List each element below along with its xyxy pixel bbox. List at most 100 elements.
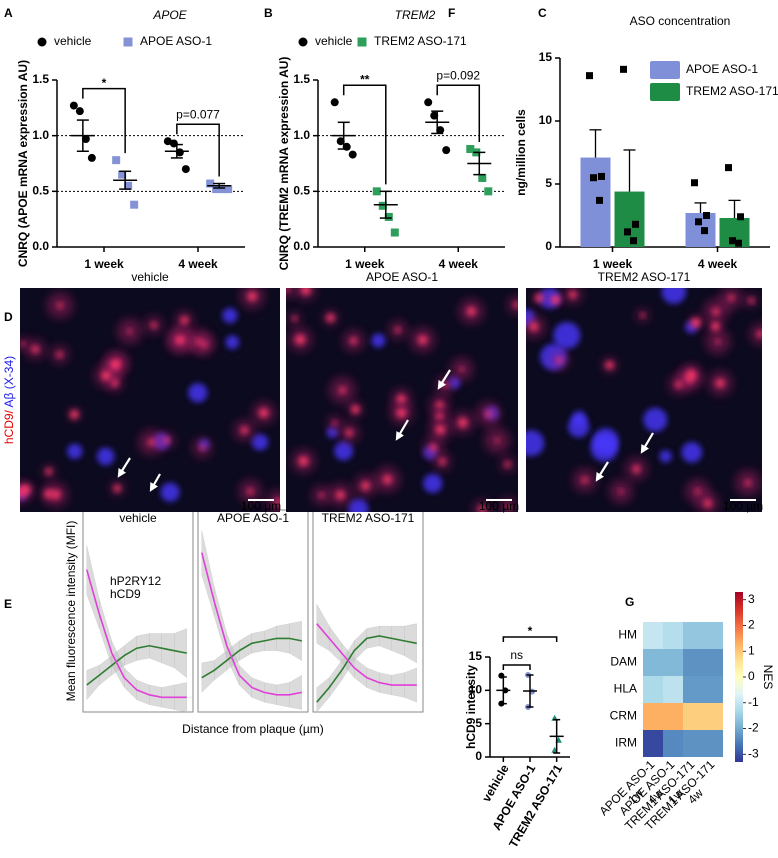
microglia xyxy=(56,351,63,358)
heatmap-cell xyxy=(663,676,683,703)
plaque xyxy=(225,335,240,350)
panel-letter: A xyxy=(4,6,13,20)
microglia xyxy=(505,504,511,509)
data-point xyxy=(590,174,597,182)
microglia xyxy=(748,297,755,304)
chart-title: TREM2 xyxy=(395,8,436,22)
colorbar-tick-label: 1 xyxy=(748,643,755,657)
microglia xyxy=(712,307,720,315)
data-point xyxy=(725,164,732,172)
microglia xyxy=(31,345,39,353)
y-tick-label: 0.5 xyxy=(32,184,49,198)
microglia xyxy=(715,378,725,388)
microglia xyxy=(200,445,205,451)
microglia xyxy=(396,408,407,418)
y-axis-label: ng/million cells xyxy=(514,109,528,196)
heatmap-cell xyxy=(663,622,683,649)
plaque xyxy=(643,407,668,432)
arrow xyxy=(149,473,161,492)
microglia xyxy=(728,294,735,301)
legend-label: TREM2 ASO-171 xyxy=(374,34,467,48)
microglia xyxy=(351,405,360,414)
plaque xyxy=(423,473,443,493)
microglia-glow xyxy=(507,295,518,314)
y-axis-label: CNRQ (APOE mRNA expression AU) xyxy=(16,60,30,267)
microglia xyxy=(292,316,297,321)
heatmap-cell xyxy=(663,730,683,757)
y-axis-label: CNRQ (TREM2 mRNA expression AU) xyxy=(277,57,291,271)
colorbar-tick-label: 2 xyxy=(748,618,755,632)
data-point xyxy=(735,239,742,247)
data-point xyxy=(436,126,445,135)
significance-bracket xyxy=(82,87,126,154)
panel-letter: G xyxy=(625,595,634,609)
microglia xyxy=(259,408,269,418)
data-point xyxy=(620,65,627,73)
stain-blue: Aβ (X-34) xyxy=(2,356,16,408)
data-point xyxy=(81,135,90,144)
data-point xyxy=(175,148,184,157)
x-tick-label: 4 week xyxy=(178,257,218,271)
panel-letter: C xyxy=(538,6,547,20)
microglia xyxy=(436,412,443,420)
row-label: HM xyxy=(618,628,637,642)
y-tick-label: 10 xyxy=(539,113,553,127)
microglia xyxy=(345,429,353,437)
data-point xyxy=(75,107,84,116)
data-point xyxy=(130,200,139,209)
confidence-band xyxy=(404,623,417,664)
data-point xyxy=(630,237,637,245)
arrow xyxy=(117,457,131,478)
y-tick-label: 0.0 xyxy=(293,239,310,253)
data-point xyxy=(632,220,639,228)
data-point xyxy=(87,153,96,162)
microglia xyxy=(757,330,762,338)
plaque xyxy=(348,498,369,512)
legend-label: hP2RY12 xyxy=(110,574,161,588)
legend-label: APOE ASO-1 xyxy=(140,34,212,48)
confidence-band xyxy=(289,620,302,661)
colorbar xyxy=(735,592,743,762)
microglia xyxy=(101,371,111,381)
legend-marker xyxy=(357,37,367,47)
panel-letter: B xyxy=(264,6,273,20)
plaque xyxy=(251,434,269,451)
y-tick-label: 0.0 xyxy=(32,239,49,253)
plaque xyxy=(67,443,83,460)
row-label: DAM xyxy=(610,655,637,669)
microglia xyxy=(442,382,448,388)
microglia xyxy=(556,357,563,364)
data-point xyxy=(372,187,381,196)
bar xyxy=(685,212,716,247)
microglia xyxy=(336,490,345,500)
facet-title: TREM2 ASO-171 xyxy=(322,511,415,525)
data-point xyxy=(737,213,744,221)
colorbar-tick-label: -1 xyxy=(748,695,759,709)
microglia xyxy=(20,484,31,495)
annotation: * xyxy=(528,624,533,638)
colorbar-tick-label: -3 xyxy=(748,746,759,760)
legend-label: vehicle xyxy=(315,34,353,48)
heatmap-cell xyxy=(663,649,683,676)
data-point xyxy=(224,185,233,194)
microglia xyxy=(382,475,392,484)
plaque xyxy=(526,430,545,457)
data-point xyxy=(729,237,736,245)
data-point xyxy=(430,111,439,120)
stain-label: hCD9/ Aβ (X-34) xyxy=(2,356,16,444)
plaque xyxy=(222,307,238,324)
scale-bar-label: 100 µm xyxy=(479,499,519,513)
plaque xyxy=(659,450,672,463)
data-point xyxy=(163,137,172,146)
heatmap-cell xyxy=(663,703,683,730)
microglia xyxy=(618,489,623,494)
microglia xyxy=(148,439,155,446)
legend-label: TREM2 ASO-171 xyxy=(686,84,778,98)
microglia xyxy=(247,291,257,301)
chart-title: ASO concentration xyxy=(630,14,731,28)
microglia xyxy=(397,394,406,404)
plaque xyxy=(661,288,687,304)
heatmap-cell xyxy=(683,649,703,676)
